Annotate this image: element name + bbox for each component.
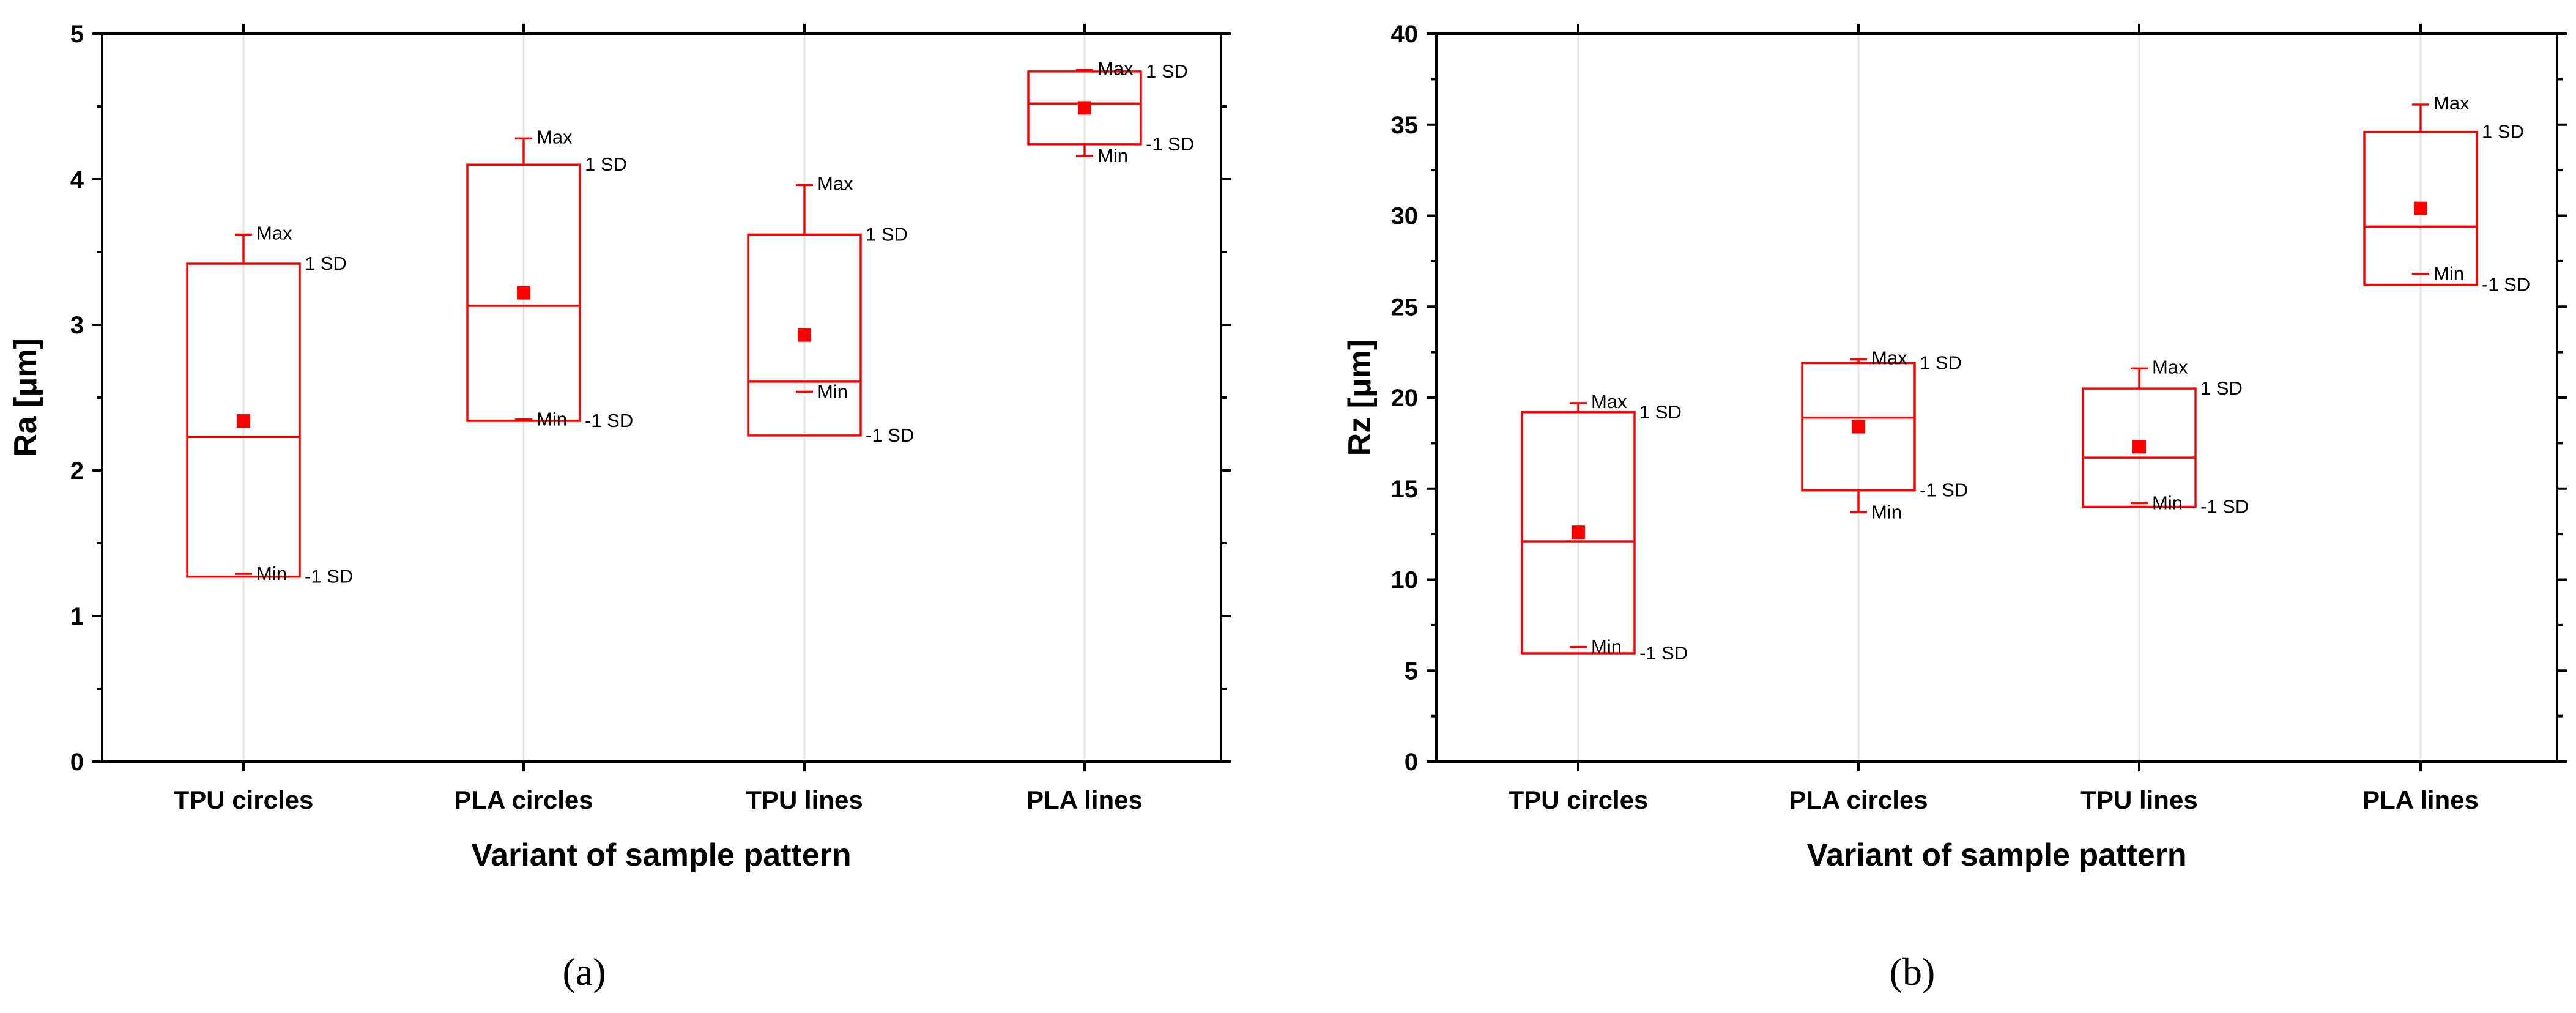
panel-label: (a) xyxy=(562,950,606,993)
y-tick-label: 4 xyxy=(70,166,84,193)
y-tick-label: 40 xyxy=(1391,21,1419,48)
plus-sd-label: 1 SD xyxy=(305,253,347,274)
box-tpu-circles: Max Min 1 SD -1 SD xyxy=(186,222,353,587)
minus-sd-label: -1 SD xyxy=(2200,496,2249,518)
mean-marker xyxy=(237,414,250,428)
min-label: Min xyxy=(536,409,567,430)
plus-sd-label: 1 SD xyxy=(1146,61,1188,82)
x-tick-label: TPU lines xyxy=(2080,785,2197,814)
minus-sd-label: -1 SD xyxy=(305,566,353,587)
min-label: Min xyxy=(817,380,848,402)
plus-sd-label: 1 SD xyxy=(2482,121,2524,143)
min-label: Min xyxy=(2152,492,2183,514)
max-label: Max xyxy=(536,126,573,147)
max-label: Max xyxy=(1591,391,1627,412)
mean-marker xyxy=(517,286,530,300)
mean-marker xyxy=(1572,525,1585,540)
mean-marker xyxy=(1078,101,1091,115)
y-tick-label: 20 xyxy=(1391,385,1419,412)
plus-sd-label: 1 SD xyxy=(1920,352,1962,373)
y-tick-label: 5 xyxy=(1405,658,1418,685)
box-pla-lines: Max Min 1 SD -1 SD xyxy=(1027,58,1194,166)
box-tpu-lines: Max Min 1 SD -1 SD xyxy=(2082,356,2249,518)
box-tpu-lines: Max Min 1 SD -1 SD xyxy=(747,173,914,446)
chart-panel-1: 0 5 10 15 20 25 30 35 40 TPU circles PLA circles TP… xyxy=(1342,21,2567,993)
x-tick-label: PLA circles xyxy=(454,785,593,814)
minus-sd-label: -1 SD xyxy=(866,425,914,446)
y-tick-label: 3 xyxy=(70,312,84,339)
x-tick-label: PLA circles xyxy=(1789,785,1928,814)
x-tick-label: TPU circles xyxy=(1509,785,1649,814)
minus-sd-label: -1 SD xyxy=(2482,274,2530,295)
chart-panel-0: 0 1 2 3 4 5 TPU circles PLA circles TPU lines PLA… xyxy=(8,21,1231,993)
box-tpu-circles: Max Min 1 SD -1 SD xyxy=(1521,391,1688,664)
x-axis-title: Variant of sample pattern xyxy=(1806,837,2186,873)
max-label: Max xyxy=(1097,58,1134,80)
plus-sd-label: 1 SD xyxy=(585,154,627,175)
box-pla-lines: Max Min 1 SD -1 SD xyxy=(2363,92,2530,295)
minus-sd-label: -1 SD xyxy=(1920,480,1968,501)
panel-label: (b) xyxy=(1890,950,1936,993)
minus-sd-label: -1 SD xyxy=(1146,133,1194,155)
minus-sd-label: -1 SD xyxy=(585,410,633,431)
y-tick-label: 0 xyxy=(70,749,84,776)
box-pla-circles: Max Min 1 SD -1 SD xyxy=(466,126,633,431)
max-label: Max xyxy=(2433,92,2470,114)
y-tick-label: 10 xyxy=(1391,567,1419,594)
box-pla-circles: Max Min 1 SD -1 SD xyxy=(1801,347,1968,522)
y-tick-label: 15 xyxy=(1391,476,1419,503)
plus-sd-label: 1 SD xyxy=(2200,377,2243,399)
plot-frame xyxy=(101,32,1222,763)
minus-sd-label: -1 SD xyxy=(1639,642,1688,664)
x-axis-title: Variant of sample pattern xyxy=(471,837,851,873)
max-label: Max xyxy=(256,222,292,243)
x-tick-label: PLA lines xyxy=(1026,785,1143,814)
mean-marker xyxy=(1852,420,1865,434)
y-tick-label: 2 xyxy=(70,458,84,484)
min-label: Min xyxy=(1591,636,1622,658)
y-axis-title: Ra [μm] xyxy=(8,338,43,457)
plus-sd-label: 1 SD xyxy=(1639,401,1682,423)
x-tick-label: PLA lines xyxy=(2363,785,2479,814)
mean-marker xyxy=(798,328,811,342)
y-tick-label: 25 xyxy=(1391,294,1419,321)
mean-marker xyxy=(2132,440,2146,454)
y-tick-label: 35 xyxy=(1391,112,1419,139)
min-label: Min xyxy=(1097,145,1128,166)
y-tick-label: 1 xyxy=(70,603,84,630)
max-label: Max xyxy=(2152,356,2188,377)
max-label: Max xyxy=(817,173,853,195)
max-label: Max xyxy=(1871,347,1907,369)
y-axis-title: Rz [μm] xyxy=(1342,340,1378,456)
min-label: Min xyxy=(2433,263,2464,284)
x-tick-label: TPU circles xyxy=(174,785,314,814)
x-tick-label: TPU lines xyxy=(746,785,863,814)
plus-sd-label: 1 SD xyxy=(866,223,908,245)
min-label: Min xyxy=(1871,501,1902,522)
mean-marker xyxy=(2414,201,2427,215)
y-tick-label: 0 xyxy=(1405,749,1418,776)
y-tick-label: 30 xyxy=(1391,203,1419,230)
y-tick-label: 5 xyxy=(70,21,84,48)
min-label: Min xyxy=(256,563,287,584)
